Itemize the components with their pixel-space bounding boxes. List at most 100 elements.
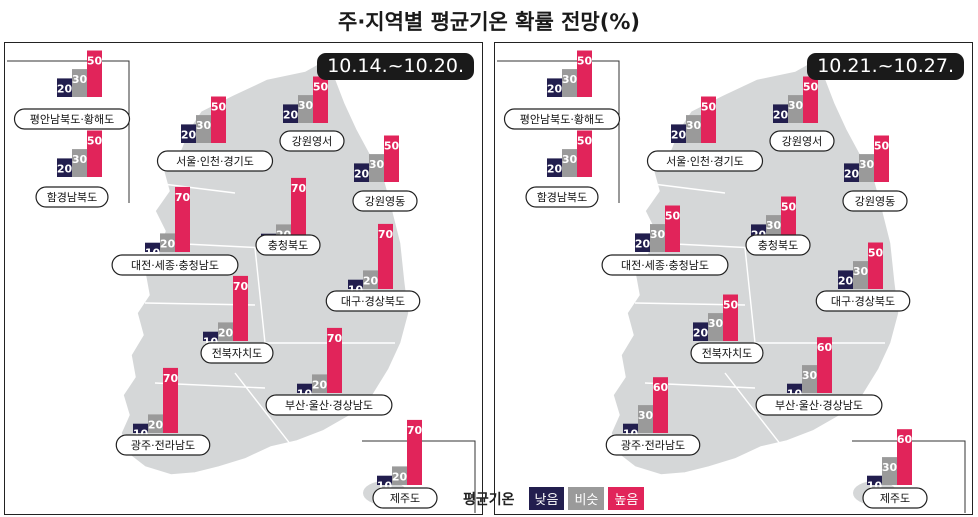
bar-value-label: 20 <box>392 470 408 483</box>
region-label: 광주·전라남도 <box>621 439 685 452</box>
bar-high <box>87 130 102 177</box>
bar-value-label: 50 <box>577 135 593 148</box>
period-badge-week2: 10.21.~10.27. <box>807 53 964 80</box>
region-label: 함경남북도 <box>537 191 588 204</box>
bar-value-label: 20 <box>635 237 651 250</box>
bar-high <box>233 275 248 341</box>
bar-high <box>701 96 716 143</box>
region-label: 부산·울산·경상남도 <box>285 399 373 412</box>
region-label-pill <box>605 434 701 456</box>
bar-mid <box>392 466 407 485</box>
bar-value-label: 20 <box>773 108 789 121</box>
bar-low <box>547 78 562 97</box>
region-label-pill <box>769 130 835 152</box>
bar-value-label: 70 <box>327 332 343 345</box>
bar-mid <box>160 233 175 252</box>
bar-value-label: 20 <box>312 378 328 391</box>
bar-low <box>203 331 218 341</box>
bar-low <box>297 383 312 393</box>
bar-value-label: 70 <box>175 191 191 204</box>
bar-value-label: 50 <box>701 101 717 114</box>
region-group: 203050충청북도 <box>745 196 811 256</box>
bar-low <box>844 163 859 182</box>
bar-value-label: 30 <box>562 73 578 86</box>
bar-mid <box>148 414 163 433</box>
bar-high <box>378 223 393 289</box>
bar-value-label: 20 <box>181 128 197 141</box>
bar-mid <box>218 322 233 341</box>
bar-value-label: 70 <box>233 280 249 293</box>
bar-value-label: 60 <box>817 341 833 354</box>
region-label-pill <box>755 394 883 416</box>
bar-value-label: 60 <box>897 433 913 446</box>
bar-value-label: 50 <box>665 210 681 223</box>
bar-mid <box>72 149 87 177</box>
region-label: 강원영서 <box>782 135 822 148</box>
legend-mid: 비슷 <box>568 487 605 510</box>
bar-high <box>407 419 422 485</box>
bar-value-label: 20 <box>57 162 73 175</box>
region-label-pill <box>156 150 274 172</box>
bar-low <box>671 124 686 143</box>
region-label-pill <box>862 487 928 509</box>
bar-mid <box>196 115 211 143</box>
legend-title: 평균기온 <box>463 491 515 508</box>
bar-mid <box>686 115 701 143</box>
bar-value-label: 70 <box>163 372 179 385</box>
jeju-inset-frame <box>852 440 966 513</box>
forecast-panel-week1: 20 30 50 평안남북도·황해도 20 30 50 함경남북도 20 30 50 서울·인천·경기… <box>4 42 483 515</box>
bar-value-label: 30 <box>72 73 88 86</box>
bar-value-label: 30 <box>802 369 818 382</box>
region-label: 평안남북도·황해도 <box>520 112 604 126</box>
bar-low <box>693 322 708 341</box>
bar-low <box>283 104 298 123</box>
region-label: 충청북도 <box>268 239 308 252</box>
bar-high <box>665 205 680 252</box>
region-label: 강원영동 <box>855 195 895 208</box>
bar-low <box>354 163 369 182</box>
bar-value-label: 20 <box>354 167 370 180</box>
bar-value-label: 20 <box>283 108 299 121</box>
bar-value-label: 30 <box>369 158 385 171</box>
bar-low <box>348 279 363 289</box>
bar-low <box>57 78 72 97</box>
bar-low <box>57 158 72 177</box>
bar-value-label: 50 <box>868 247 884 260</box>
bar-mid <box>312 374 327 393</box>
region-label-pill <box>13 108 131 130</box>
region-label-pill <box>745 234 811 256</box>
bar-high <box>874 135 889 182</box>
region-label: 함경남북도 <box>47 191 98 204</box>
region-label: 강원영동 <box>365 195 405 208</box>
bar-high <box>384 135 399 182</box>
bar-mid <box>853 261 868 289</box>
bar-low <box>787 383 802 393</box>
bar-mid <box>859 154 874 182</box>
bar-value-label: 30 <box>882 461 898 474</box>
region-label-pill <box>325 290 421 312</box>
bar-value-label: 20 <box>671 128 687 141</box>
region-label: 평안남북도·황해도 <box>30 112 114 126</box>
legend-low: 낮음 <box>528 487 565 510</box>
bar-mid <box>72 69 87 97</box>
north-inset-frame <box>497 60 620 203</box>
bar-value-label: 50 <box>803 81 819 94</box>
bar-low <box>635 233 650 252</box>
bar-value-label: 30 <box>650 228 666 241</box>
region-label-pill <box>646 150 764 172</box>
bar-mid <box>562 149 577 177</box>
region-label: 대구·경상북도 <box>341 295 405 308</box>
bar-high <box>291 177 306 243</box>
bar-low <box>547 158 562 177</box>
region-label-pill <box>255 234 321 256</box>
region-label: 서울·인천·경기도 <box>666 154 744 168</box>
bar-value-label: 30 <box>298 99 314 112</box>
